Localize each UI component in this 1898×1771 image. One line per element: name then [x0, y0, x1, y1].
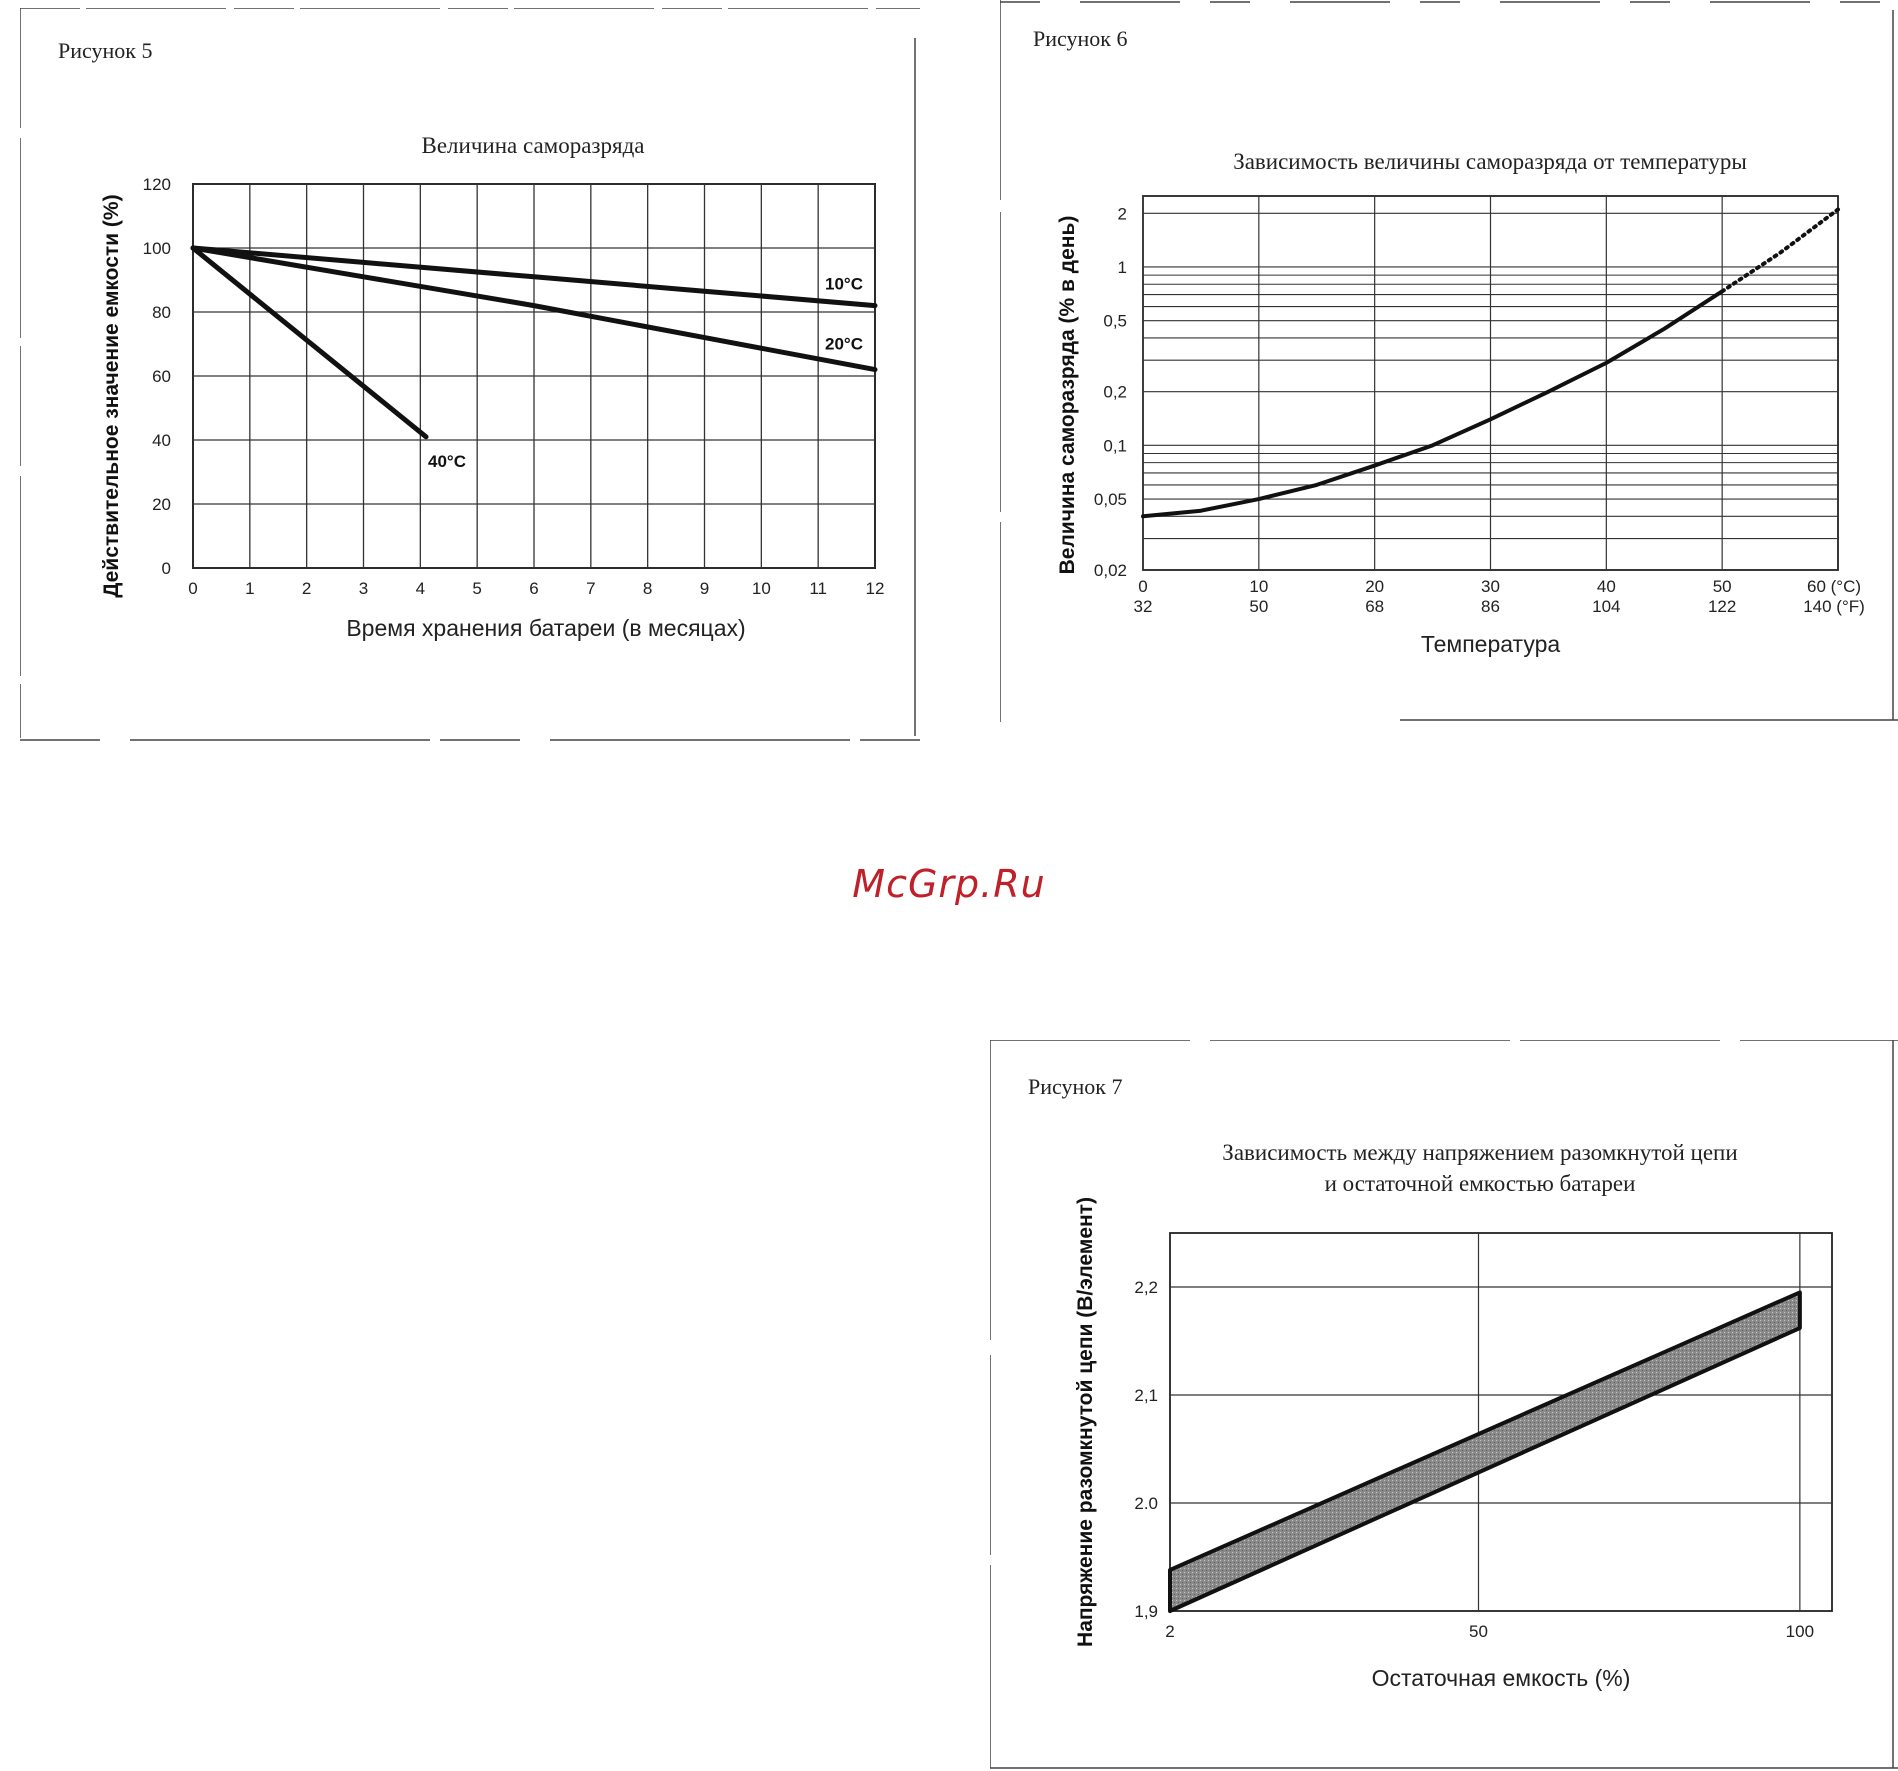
x-tick-label-fahrenheit: 68 [1365, 597, 1384, 616]
figure-7-frame [990, 1040, 1898, 1769]
extrapolated-curve [1720, 207, 1840, 294]
x-tick-label: 50 [1469, 1622, 1488, 1641]
x-tick-label: 7 [586, 579, 595, 598]
voltage-band [1168, 1290, 1802, 1613]
x-axis-label: Остаточная емкость (%) [1372, 1665, 1631, 1691]
x-tick-label-fahrenheit: 86 [1481, 597, 1500, 616]
figure-5-panel: Рисунок 5 [20, 8, 920, 748]
y-tick-label: 0,5 [1103, 312, 1127, 331]
x-tick-label: 11 [809, 579, 827, 598]
x-tick-label: 5 [472, 579, 481, 598]
discharge-curve [1141, 289, 1725, 519]
chart-5-title: Величина саморазряда [421, 133, 645, 158]
series-line [190, 245, 429, 440]
x-tick-label-fahrenheit: 140 (°F) [1803, 597, 1865, 616]
y-tick-label: 2,2 [1134, 1278, 1158, 1297]
x-tick-label: 3 [359, 579, 368, 598]
x-tick-label-celsius: 30 [1481, 577, 1500, 596]
x-tick-label: 100 [1786, 1622, 1814, 1641]
y-tick-label: 2.0 [1134, 1494, 1158, 1513]
x-tick-label-fahrenheit: 104 [1592, 597, 1620, 616]
x-tick-label-celsius: 50 [1713, 577, 1732, 596]
y-tick-label: 0,02 [1094, 561, 1127, 580]
chart-7-title-line-2: и остаточной емкостью батареи [1324, 1171, 1636, 1196]
x-tick-label-fahrenheit: 32 [1134, 597, 1153, 616]
y-tick-label: 60 [152, 367, 171, 386]
chart-5: 0 1 2 3 4 5 6 7 8 9 10 11 1202040608010012010°C20°C4… [100, 175, 885, 641]
series-label: 10°C [825, 275, 863, 294]
figure-5-frame [20, 8, 920, 741]
y-tick-label: 1,9 [1134, 1602, 1158, 1621]
y-tick-label: 80 [152, 303, 171, 322]
x-tick-label: 10 [752, 579, 771, 598]
x-tick-label: 2 [302, 579, 311, 598]
x-tick-label: 12 [866, 579, 885, 598]
y-tick-label: 0 [162, 559, 171, 578]
series-line [190, 245, 878, 309]
y-tick-label: 40 [152, 431, 171, 450]
plot-frame [1169, 1232, 1833, 1612]
y-tick-label: 0,1 [1103, 436, 1127, 455]
chart-6-title: Зависимость величины саморазряда от темп… [1233, 149, 1747, 174]
watermark: McGrp.Ru [852, 862, 1046, 906]
x-tick-label: 2 [1165, 1622, 1174, 1641]
figure-7-label: Рисунок 7 [1028, 1074, 1123, 1099]
x-tick-label-celsius: 0 [1138, 577, 1147, 596]
x-tick-label-celsius: 60 (°C) [1807, 577, 1861, 596]
y-tick-label: 100 [143, 239, 171, 258]
series-label: 40°C [428, 452, 466, 471]
x-axis-label: Температура [1421, 631, 1561, 657]
x-tick-label-celsius: 10 [1249, 577, 1268, 596]
x-tick-label: 4 [416, 579, 425, 598]
x-tick-label-celsius: 20 [1365, 577, 1384, 596]
x-tick-label-fahrenheit: 122 [1708, 597, 1736, 616]
y-tick-label: 2,1 [1134, 1386, 1158, 1405]
figure-6-panel: Рисунок 6 [1000, 0, 1898, 725]
y-tick-label: 1 [1118, 258, 1127, 277]
y-axis-label: Напряжение разомкнутой цепи (В/элемент) [1074, 1197, 1097, 1647]
x-tick-label-fahrenheit: 50 [1249, 597, 1268, 616]
figure-6-label: Рисунок 6 [1033, 26, 1128, 51]
y-axis-label: Действительное значение емкости (%) [100, 194, 123, 597]
x-tick-label: 0 [188, 579, 197, 598]
x-axis-label: Время хранения батареи (в месяцах) [346, 615, 745, 641]
x-tick-label-celsius: 40 [1597, 577, 1616, 596]
y-tick-label: 20 [152, 495, 171, 514]
x-tick-label: 1 [245, 579, 254, 598]
y-tick-label: 120 [143, 175, 171, 194]
x-tick-label: 8 [643, 579, 652, 598]
series-line [190, 245, 878, 373]
y-tick-label: 0,2 [1103, 383, 1127, 402]
x-tick-label: 9 [700, 579, 709, 598]
figure-7-panel: Рисунок 7 [990, 1040, 1898, 1771]
series-label: 20°C [825, 335, 863, 354]
y-axis-label: Величина саморазряда (% в день) [1056, 216, 1079, 575]
x-tick-label: 6 [529, 579, 538, 598]
figure-6-frame [1000, 0, 1898, 722]
y-tick-label: 2 [1118, 204, 1127, 223]
y-tick-label: 0,05 [1094, 490, 1127, 509]
figure-5-label: Рисунок 5 [58, 38, 153, 63]
chart-7-title-line-1: Зависимость между напряжением разомкнуто… [1222, 1140, 1738, 1165]
